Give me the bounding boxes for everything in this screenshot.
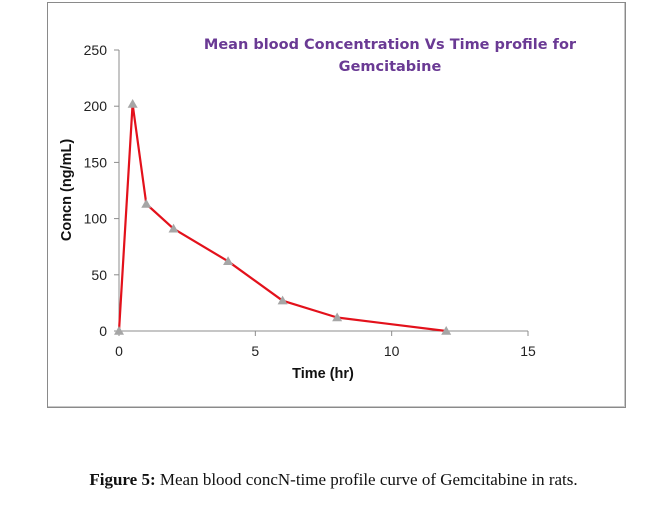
x-tick-label: 15 <box>520 343 536 359</box>
data-point-marker <box>441 326 452 335</box>
series-line <box>117 102 447 333</box>
data-point-marker <box>332 312 343 322</box>
figure-caption: Figure 5: Mean blood concN-time profile … <box>0 470 667 490</box>
caption-text: Mean blood concN-time profile curve of G… <box>155 470 578 489</box>
x-tick-label: 0 <box>115 343 123 359</box>
y-tick-label: 0 <box>99 323 107 339</box>
y-tick-label: 150 <box>84 154 108 170</box>
chart-title: Mean blood Concentration Vs Time profile… <box>180 34 600 78</box>
data-point-marker <box>127 98 138 108</box>
chart-title-line-2: Gemcitabine <box>338 59 442 75</box>
data-point-marker <box>223 256 234 266</box>
x-tick-label: 10 <box>384 343 400 359</box>
y-tick-label: 100 <box>84 211 108 227</box>
caption-label: Figure 5: <box>89 470 156 489</box>
data-point-marker <box>168 223 179 233</box>
y-axis-label: Concn (ng/mL) <box>59 139 75 241</box>
y-tick-label: 50 <box>91 267 107 283</box>
x-tick-label: 5 <box>251 343 259 359</box>
y-tick-label: 200 <box>84 98 108 114</box>
data-point-marker <box>277 295 288 305</box>
x-axis-label: Time (hr) <box>292 366 354 382</box>
data-point-marker <box>141 198 152 208</box>
data-point-marker <box>114 326 124 335</box>
chart-title-line-1: Mean blood Concentration Vs Time profile… <box>203 37 577 53</box>
y-tick-label: 250 <box>84 42 108 58</box>
